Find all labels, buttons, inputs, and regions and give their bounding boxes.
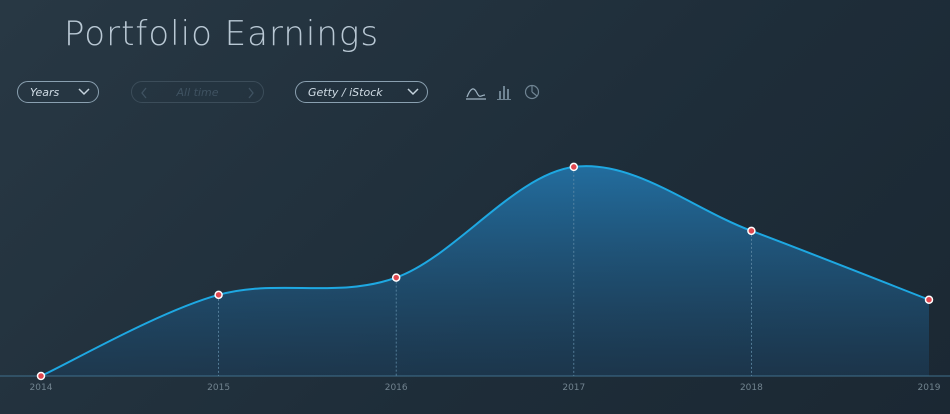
title: Portfolio Earnings [64,14,380,54]
x-tick-label: 2014 [30,383,53,393]
pie-icon[interactable] [524,84,540,100]
period-dropdown[interactable]: Years [17,81,99,103]
x-tick-label: 2017 [562,383,585,393]
line [40,165,930,377]
range-label: All time [176,86,219,99]
chevron [407,88,419,96]
point [214,290,223,300]
point [747,226,756,236]
bar-icon[interactable] [497,86,511,100]
prev[interactable] [140,87,148,99]
x-tick-label: 2016 [385,383,408,393]
point [36,371,46,381]
chart-type-icons [466,84,540,100]
x-tick-label: 2019 [918,383,941,393]
point [391,273,401,282]
area-icon[interactable] [466,88,486,100]
source-label: Getty / iStock [308,86,383,99]
area-fill [41,166,929,376]
source-dropdown[interactable]: Getty / iStock [295,81,428,103]
chevron [78,88,90,96]
point [924,295,934,304]
point [569,162,579,172]
range-picker[interactable]: All time [131,81,264,103]
x-tick-label: 2018 [740,383,763,393]
period-label: Years [30,86,60,99]
x-tick-label: 2015 [207,383,230,393]
next[interactable] [247,87,255,99]
